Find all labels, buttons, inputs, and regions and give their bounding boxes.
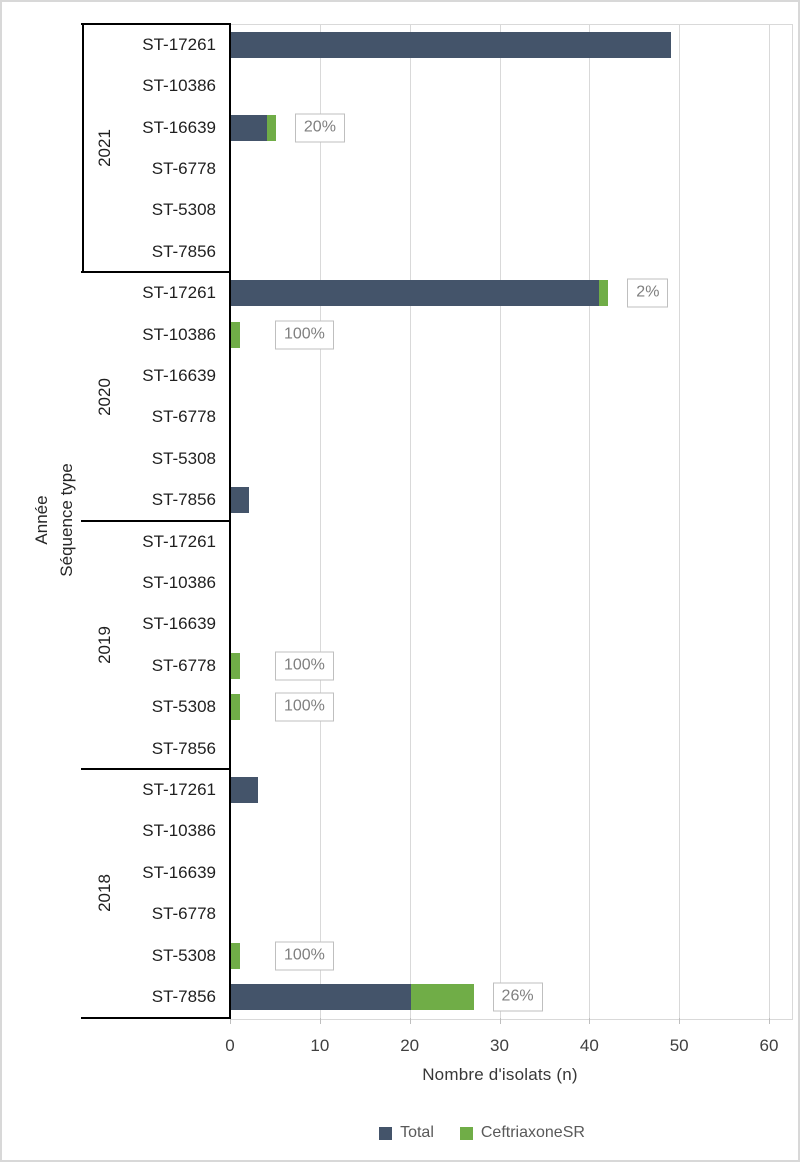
category-label: ST-17261 bbox=[142, 283, 216, 303]
gridline bbox=[499, 24, 501, 1018]
gridline bbox=[409, 24, 411, 1018]
legend-label: Total bbox=[400, 1124, 434, 1141]
x-tick-label: 60 bbox=[759, 1036, 779, 1055]
year-group-left-border bbox=[82, 24, 84, 273]
category-label: ST-10386 bbox=[142, 821, 216, 841]
gridline bbox=[679, 24, 681, 1018]
percentage-data-label: 100% bbox=[274, 651, 334, 681]
category-label: ST-16639 bbox=[142, 862, 216, 882]
gridline bbox=[589, 24, 591, 1018]
gridline bbox=[769, 24, 770, 1018]
ceftriaxonesr-bar-segment bbox=[231, 942, 240, 969]
category-label: ST-16639 bbox=[142, 365, 216, 385]
y-axis-title: Année Séquence type bbox=[29, 463, 79, 576]
year-group-separator bbox=[81, 271, 231, 274]
category-label: ST-7856 bbox=[151, 738, 216, 758]
category-label: ST-5308 bbox=[151, 448, 216, 468]
plot-area bbox=[230, 24, 793, 1020]
category-label: ST-17261 bbox=[142, 531, 216, 551]
total-bar-segment bbox=[231, 280, 600, 307]
legend-label: CeftriaxoneSR bbox=[480, 1124, 585, 1141]
ceftriaxonesr-bar-segment bbox=[231, 652, 240, 679]
category-axis-line bbox=[229, 24, 231, 1019]
category-label: ST-5308 bbox=[151, 200, 216, 220]
ceftriaxonesr-legend-swatch bbox=[459, 1126, 473, 1140]
category-label: ST-7856 bbox=[151, 986, 216, 1006]
total-bar-segment bbox=[231, 487, 249, 514]
percentage-data-label: 100% bbox=[274, 320, 334, 349]
percentage-data-label: 100% bbox=[274, 692, 334, 722]
percentage-data-label: 26% bbox=[492, 982, 543, 1012]
ceftriaxonesr-bar-segment bbox=[231, 694, 240, 721]
legend-item-total: Total bbox=[379, 1124, 434, 1142]
y-axis-title-line1: Année bbox=[32, 495, 51, 545]
total-bar-segment bbox=[231, 776, 258, 803]
total-legend-swatch bbox=[379, 1126, 393, 1140]
category-label: ST-6778 bbox=[151, 158, 216, 178]
category-label: ST-5308 bbox=[151, 697, 216, 717]
total-bar-segment bbox=[231, 31, 672, 58]
legend: Total CeftriaxoneSR bbox=[172, 1124, 792, 1142]
gridline bbox=[319, 24, 321, 1018]
ceftriaxonesr-bar-segment bbox=[266, 114, 276, 141]
x-tick-label: 0 bbox=[225, 1036, 235, 1055]
axis-tick bbox=[499, 1018, 501, 1024]
year-group-separator bbox=[81, 23, 231, 25]
x-axis-title: Nombre d'isolats (n) bbox=[422, 1065, 578, 1084]
category-label: ST-16639 bbox=[142, 117, 216, 137]
axis-tick bbox=[319, 1018, 321, 1024]
year-group-separator bbox=[81, 768, 231, 771]
percentage-data-label: 2% bbox=[627, 278, 669, 308]
category-label: ST-17261 bbox=[142, 779, 216, 799]
x-tick-label: 10 bbox=[310, 1036, 330, 1055]
x-tick-label: 20 bbox=[400, 1036, 420, 1055]
x-tick-label: 30 bbox=[490, 1036, 509, 1055]
category-label: ST-17261 bbox=[142, 34, 216, 54]
legend-item-ceftriaxonesr: CeftriaxoneSR bbox=[459, 1124, 585, 1142]
total-bar-segment bbox=[231, 114, 267, 141]
x-tick-label: 40 bbox=[579, 1036, 599, 1055]
x-tick-label: 50 bbox=[669, 1036, 689, 1055]
category-label: ST-7856 bbox=[151, 241, 216, 261]
category-label: ST-6778 bbox=[151, 407, 216, 427]
category-label: ST-6778 bbox=[151, 904, 216, 924]
category-label: ST-5308 bbox=[151, 945, 216, 965]
axis-tick bbox=[230, 1018, 231, 1024]
year-group-separator bbox=[81, 519, 231, 522]
category-label: ST-10386 bbox=[142, 324, 216, 344]
axis-tick bbox=[409, 1018, 411, 1024]
ceftriaxonesr-bar-segment bbox=[410, 983, 474, 1010]
category-label: ST-7856 bbox=[151, 490, 216, 510]
ceftriaxonesr-bar-segment bbox=[231, 321, 240, 348]
category-label: ST-10386 bbox=[142, 76, 216, 96]
ceftriaxonesr-bar-segment bbox=[599, 280, 609, 307]
percentage-data-label: 100% bbox=[274, 941, 334, 970]
axis-tick bbox=[769, 1018, 770, 1024]
axis-tick bbox=[679, 1018, 681, 1024]
axis-tick bbox=[589, 1018, 591, 1024]
category-label: ST-16639 bbox=[142, 614, 216, 634]
category-label: ST-6778 bbox=[151, 655, 216, 675]
percentage-data-label: 20% bbox=[294, 113, 345, 142]
total-bar-segment bbox=[231, 983, 411, 1010]
year-group-separator bbox=[81, 1016, 231, 1019]
y-axis-title-line2: Séquence type bbox=[57, 463, 76, 577]
category-label: ST-10386 bbox=[142, 572, 216, 592]
